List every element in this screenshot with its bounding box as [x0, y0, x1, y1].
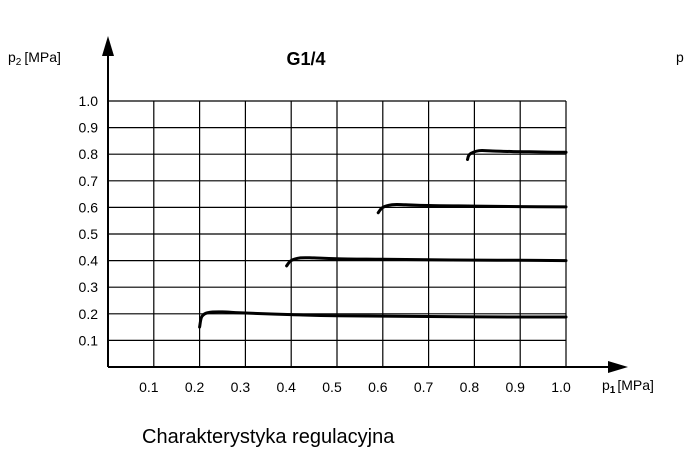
x-axis-label: p1 [MPa] [602, 377, 654, 396]
y-tick-label: 0.7 [79, 173, 99, 189]
y-axis-label-sub: 2 [16, 57, 22, 68]
y-axis-label: p2 [MPa] [8, 49, 61, 68]
curves [198, 149, 568, 329]
y-tick-label: 0.5 [79, 226, 99, 242]
y-axis-label-symbol: p [8, 49, 16, 65]
chart-caption: Charakterystyka regulacyjna [142, 426, 395, 448]
x-tick-label: 0.1 [139, 379, 159, 395]
y-tick-label: 0.6 [79, 199, 99, 215]
y-tick-label: 0.1 [79, 332, 99, 348]
x-axis-label-sub: 1 [610, 385, 616, 396]
y-axis-arrow [102, 36, 114, 56]
regulation-curve-1 [198, 310, 568, 329]
grid [108, 100, 567, 367]
x-axis-arrow [608, 361, 628, 373]
x-tick-label: 0.2 [185, 379, 205, 395]
y-axis-label-unit: [MPa] [24, 49, 61, 65]
x-tick-label: 0.9 [505, 379, 525, 395]
x-tick-label: 0.3 [231, 379, 251, 395]
y-tick-label: 0.8 [79, 146, 99, 162]
x-tick-label: 1.0 [551, 379, 571, 395]
x-axis-label-unit: [MPa] [617, 377, 654, 393]
x-tick-label: 0.6 [368, 379, 388, 395]
y-tick-label: 0.2 [79, 306, 99, 322]
regulation-curve-2 [285, 256, 568, 268]
x-axis-label-symbol: p [602, 377, 610, 393]
regulation-curve-3 [376, 202, 568, 215]
x-tick-label: 0.8 [460, 379, 480, 395]
x-tick-label: 0.7 [414, 379, 434, 395]
chart-title: G1/4 [286, 49, 325, 69]
stray-label: p [676, 49, 684, 65]
y-tick-label: 0.9 [79, 120, 99, 136]
y-tick-label: 1.0 [79, 93, 99, 109]
x-tick-label: 0.5 [322, 379, 342, 395]
y-tick-label: 0.3 [79, 279, 99, 295]
x-tick-label: 0.4 [276, 379, 296, 395]
regulation-curve-4 [466, 149, 568, 161]
tick-labels: 0.1 0.2 0.3 0.4 0.5 0.6 0.7 0.8 0.9 1.0 0.1 0.2 0.3 0… [79, 93, 571, 395]
y-tick-label: 0.4 [79, 253, 99, 269]
